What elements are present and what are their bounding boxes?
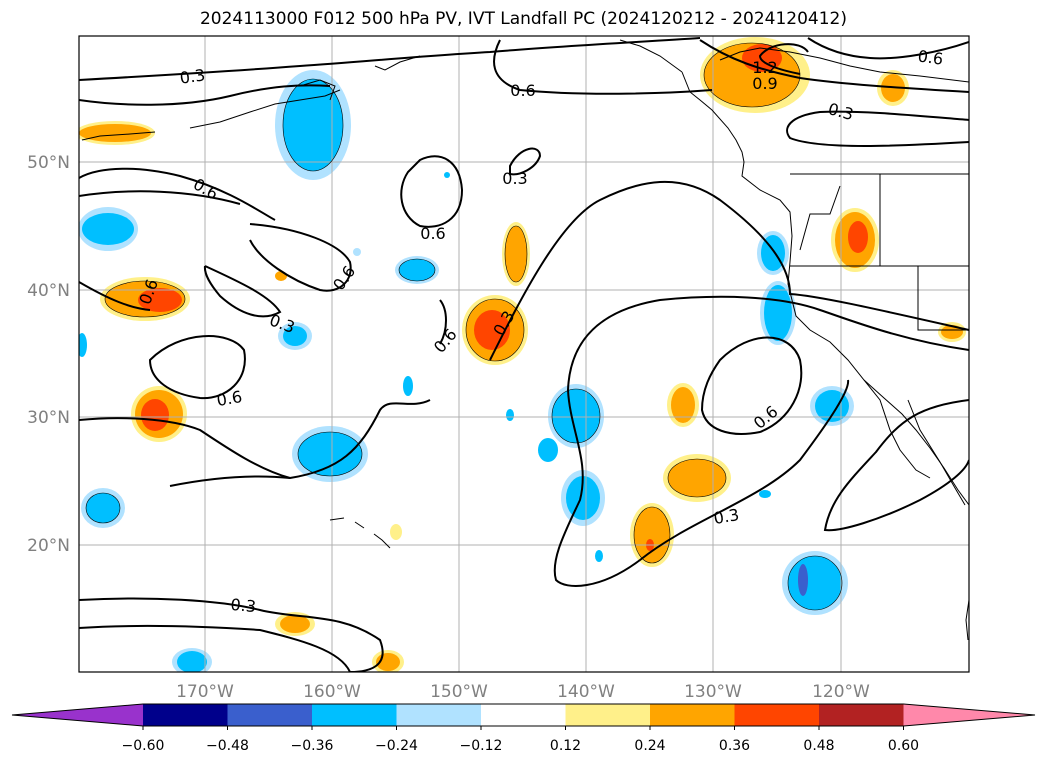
lat-label: 30°N [27,408,70,428]
colorbar-segment [312,704,397,726]
coastlines [81,39,969,641]
latitude-labels: 50°N 40°N 30°N 20°N [27,153,70,556]
colorbar-label: −0.60 [122,738,165,754]
contour-label: 1.2 [752,58,777,77]
colorbar-segment [565,704,651,726]
lon-label: 140°W [557,682,615,702]
colorbar-segment [143,704,228,726]
lon-label: 130°W [684,682,742,702]
colorbar-segment [396,704,482,726]
colorbar-label: 0.48 [803,738,834,754]
colorbar-label: 0.36 [719,738,750,754]
map-frame [78,35,970,673]
fill-outlines [85,42,843,611]
contour-label: 0.6 [917,46,945,68]
lon-label: 170°W [176,682,234,702]
colorbar-label: −0.36 [291,738,334,754]
colorbar-segment [819,704,904,726]
contour-labels: 0.30.61.20.90.60.30.6 0.30.60.60.30.60.30… [135,46,945,616]
colorbar-label: −0.48 [206,738,249,754]
colorbar-extend-min [12,704,143,726]
lat-label: 50°N [27,153,70,173]
colorbar-label: −0.12 [460,738,503,754]
lat-label: 20°N [27,536,70,556]
colorbar-label: −0.24 [375,738,418,754]
colorbar: −0.60 −0.48 −0.36 −0.24 −0.12 0.12 0.24 0.36 0.4… [11,703,1036,754]
colorbar-label: 0.60 [888,738,919,754]
colorbar-segment [227,704,313,726]
colorbar-label: 0.12 [550,738,581,754]
contour-label: 0.6 [420,224,445,243]
colorbar-segment [481,704,566,726]
colorbar-segment [734,704,820,726]
map-title: 2024113000 F012 500 hPa PV, IVT Landfall… [199,9,847,29]
lon-label: 150°W [430,682,488,702]
contour-label: 0.6 [215,387,243,410]
colorbar-label: 0.24 [634,738,665,754]
lon-label: 120°W [812,682,870,702]
colorbar-segment [650,704,735,726]
contour-label: 0.3 [502,169,527,188]
lat-label: 40°N [27,281,70,301]
lon-label: 160°W [303,682,361,702]
contour-label: 0.6 [510,81,535,100]
contour-label: 0.9 [752,74,777,93]
gridlines [79,36,969,672]
contour-label: 0.3 [230,595,257,616]
contour-label: 0.3 [712,505,740,528]
colorbar-extend-max [903,704,1035,726]
longitude-labels: 170°W 160°W 150°W 140°W 130°W 120°W [176,682,870,702]
pv-contours [79,37,969,672]
map-area [79,36,969,672]
contour-label: 0.3 [179,65,207,87]
